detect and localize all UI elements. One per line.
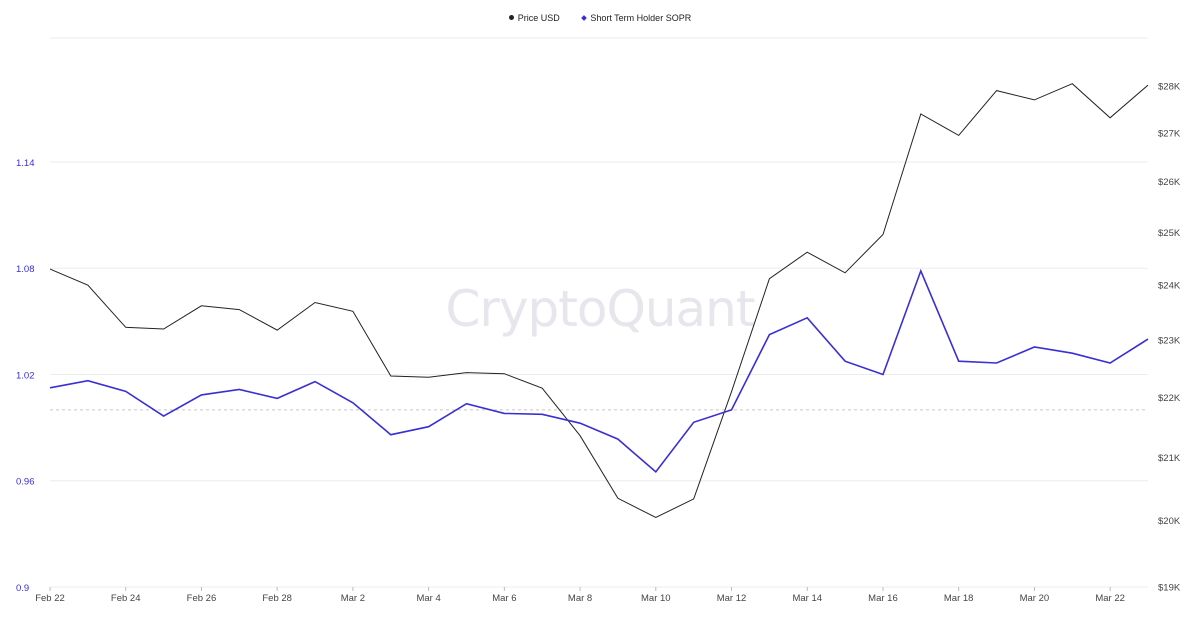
y-right-tick-label: $26K — [1158, 177, 1181, 188]
legend-label-sopr: Short Term Holder SOPR — [590, 13, 692, 23]
x-tick-label: Feb 24 — [111, 593, 141, 604]
x-tick-label: Mar 20 — [1020, 593, 1050, 604]
x-tick-label: Mar 12 — [717, 593, 747, 604]
y-right-tick-label: $28K — [1158, 82, 1181, 93]
y-right-tick-label: $23K — [1158, 336, 1181, 347]
y-right-tick-label: $22K — [1158, 393, 1181, 404]
legend-marker-circle — [508, 15, 514, 20]
y-right-tick-label: $21K — [1158, 453, 1181, 464]
x-tick-label: Mar 18 — [944, 593, 974, 604]
series-line-sopr — [49, 268, 1149, 474]
x-tick-label: Mar 14 — [792, 593, 822, 604]
y-left-tick-label: 1.02 — [16, 370, 35, 381]
y-right-tick-label: $19K — [1158, 583, 1181, 594]
x-tick-label: Mar 6 — [492, 593, 516, 604]
x-tick-label: Mar 2 — [341, 593, 365, 604]
legend-item-price[interactable]: Price USD — [508, 12, 560, 23]
x-tick-label: Feb 22 — [35, 593, 65, 604]
legend-item-sopr[interactable]: Short Term Holder SOPR — [581, 13, 692, 23]
y-right-tick-label: $24K — [1158, 281, 1181, 292]
legend-label-price: Price USD — [517, 12, 560, 23]
y-left-tick-label: 0.96 — [16, 477, 35, 488]
x-tick-label: Mar 8 — [568, 593, 592, 604]
x-tick-label: Mar 10 — [641, 593, 671, 604]
y-right-tick-label: $20K — [1158, 516, 1181, 527]
y-right-tick-label: $25K — [1158, 228, 1181, 239]
x-tick-label: Mar 16 — [868, 593, 898, 604]
x-tick-label: Feb 28 — [262, 593, 292, 604]
x-tick-label: Feb 26 — [187, 593, 217, 604]
x-tick-label: Mar 22 — [1095, 593, 1125, 604]
y-left-tick-label: 1.08 — [16, 264, 35, 275]
y-right-tick-label: $27K — [1158, 128, 1181, 139]
series-line-price — [49, 83, 1149, 519]
x-tick-label: Mar 4 — [416, 593, 440, 604]
y-left-tick-label: 1.14 — [16, 158, 35, 169]
y-left-tick-label: 0.9 — [16, 583, 29, 594]
chart-legend: Price USD Short Term Holder SOPR — [0, 12, 1200, 23]
